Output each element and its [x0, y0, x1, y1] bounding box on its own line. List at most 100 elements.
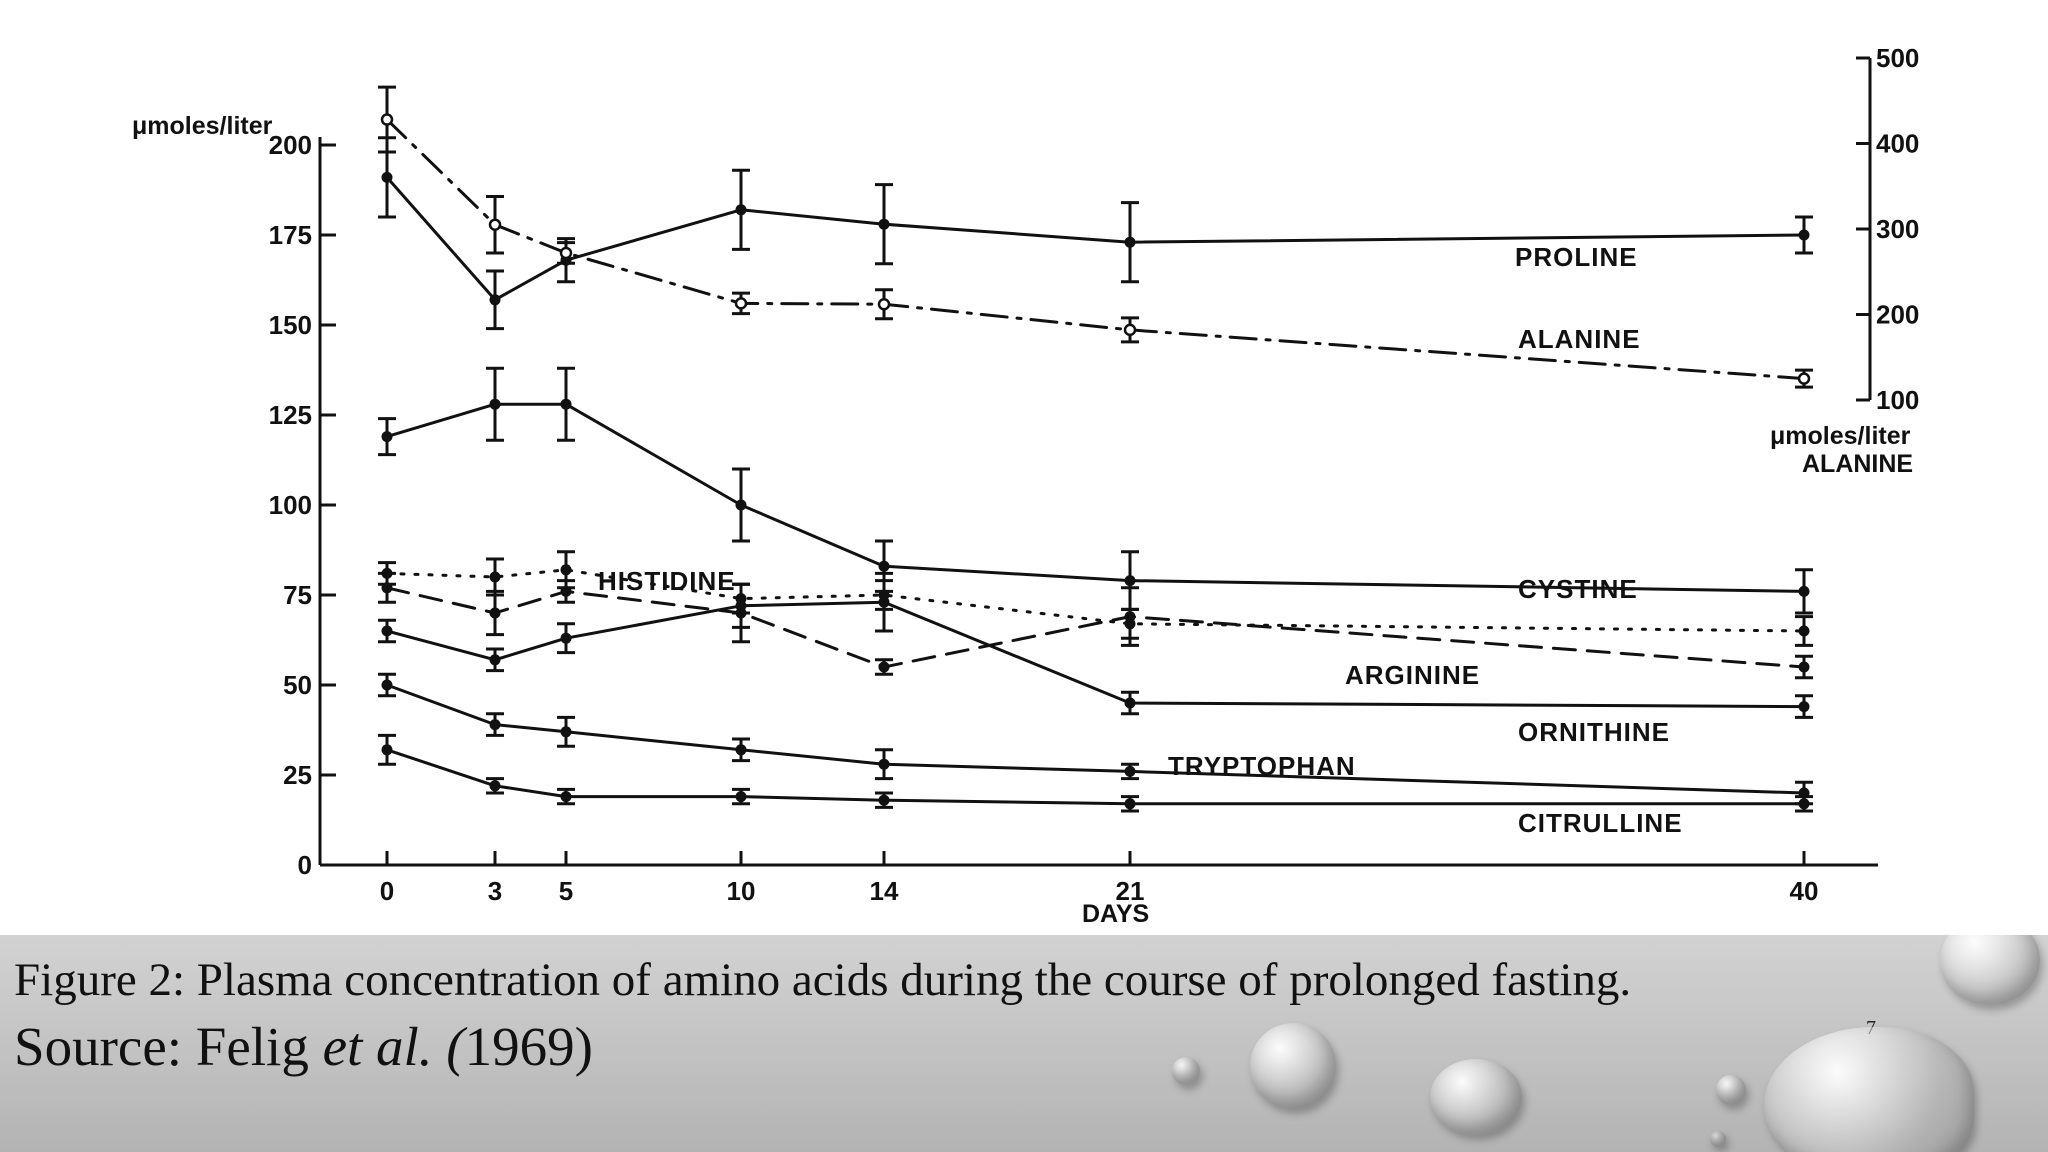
amino-acid-chart: 0 25 50 75 100 125 150 175 200 0 3 5 10 14 21 40 100 20… [0, 0, 2048, 935]
data-point-ornithine [1798, 701, 1810, 713]
data-point-tryptophan [878, 758, 890, 770]
data-point-alanine [734, 297, 748, 310]
data-point-tryptophan [735, 744, 747, 756]
chart-background [0, 0, 2048, 935]
water-drop-decoration [1430, 1059, 1522, 1135]
y-tick-label: 50 [283, 670, 312, 700]
data-point-citrulline [560, 791, 572, 803]
y-tick-label: 200 [269, 130, 312, 160]
y-tick-label: 125 [269, 400, 312, 430]
y-tick-label: 75 [283, 580, 312, 610]
data-point-arginine [489, 607, 501, 619]
data-point-tryptophan [1124, 765, 1136, 777]
y2-tick-label: 100 [1876, 385, 1919, 415]
series-label-alanine: ALANINE [1518, 324, 1641, 354]
series-label-proline: PROLINE [1515, 242, 1638, 272]
series-label-citrulline: CITRULLINE [1518, 808, 1683, 838]
data-point-ornithine [878, 596, 890, 608]
data-point-proline [735, 204, 747, 216]
x-tick-label: 40 [1790, 876, 1819, 906]
series-label-tryptophan: TRYPTOPHAN [1168, 751, 1356, 781]
source-year: 1969) [464, 1016, 593, 1077]
figure-caption: Figure 2: Plasma concentration of amino … [14, 954, 1632, 1006]
data-point-ornithine [381, 625, 393, 637]
data-point-citrulline [381, 744, 393, 756]
water-drop-decoration [1716, 1075, 1746, 1105]
y2-axis-title: μmoles/liter [1770, 422, 1911, 450]
series-layer [378, 85, 1813, 813]
data-point-arginine [381, 582, 393, 594]
source-italic: et al. ( [322, 1016, 465, 1077]
x-tick-label: 14 [870, 876, 899, 906]
data-point-tryptophan [560, 726, 572, 738]
y-tick-label: 100 [269, 490, 312, 520]
series-label-arginine: ARGININE [1345, 660, 1480, 690]
data-point-alanine [559, 246, 573, 260]
x-axis-title: DAYS [1082, 900, 1149, 928]
data-point-citrulline [1124, 798, 1136, 810]
y2-tick-label: 500 [1876, 43, 1919, 73]
data-point-alanine [877, 297, 891, 311]
x-tick-label: 21 [1116, 876, 1145, 906]
data-point-cystine [1124, 575, 1136, 587]
y2-ticks: 100 200 300 400 500 [1856, 43, 1919, 415]
data-point-citrulline [735, 791, 747, 803]
x-tick-label: 5 [559, 876, 573, 906]
data-point-cystine [560, 398, 572, 410]
caption-bar: Figure 2: Plasma concentration of amino … [0, 935, 2048, 1152]
data-point-proline [381, 171, 393, 183]
water-drop-decoration [1250, 1023, 1336, 1109]
data-point-histidine [560, 564, 572, 576]
water-drop-decoration [1172, 1057, 1200, 1085]
y2-axis-subtitle: ALANINE [1802, 450, 1913, 478]
data-point-ornithine [560, 632, 572, 644]
data-point-ornithine [735, 600, 747, 612]
data-point-citrulline [489, 780, 501, 792]
data-point-citrulline [1798, 798, 1810, 810]
data-point-ornithine [1124, 697, 1136, 709]
data-point-arginine [1798, 661, 1810, 673]
data-point-cystine [878, 560, 890, 572]
data-point-proline [878, 218, 890, 230]
data-point-cystine [1798, 585, 1810, 597]
data-point-proline [489, 294, 501, 306]
data-point-alanine [1123, 323, 1137, 337]
source-citation: Source: Felig et al. (1969) [14, 1015, 593, 1078]
x-ticks: 0 3 5 10 14 21 40 [380, 851, 1819, 906]
data-point-arginine [560, 585, 572, 597]
data-point-proline [1124, 236, 1136, 248]
data-point-arginine [1124, 611, 1136, 623]
series-label-histidine: HISTIDINE [598, 566, 736, 596]
data-point-arginine [878, 661, 890, 673]
water-drop-decoration [1764, 1027, 1974, 1152]
source-prefix: Source: Felig [14, 1016, 323, 1077]
y2-tick-label: 400 [1876, 129, 1919, 159]
y-ticks: 0 25 50 75 100 125 150 175 200 [269, 130, 336, 880]
data-point-alanine [380, 113, 394, 126]
x-tick-label: 3 [488, 876, 502, 906]
y2-tick-label: 300 [1876, 214, 1919, 244]
data-point-cystine [381, 431, 393, 443]
data-point-proline [1798, 229, 1810, 241]
data-point-alanine [1797, 372, 1811, 385]
data-point-ornithine [489, 654, 501, 666]
water-drop-decoration [1710, 1131, 1726, 1147]
data-point-histidine [1798, 625, 1810, 637]
y-tick-label: 25 [283, 760, 312, 790]
y-tick-label: 175 [269, 220, 312, 250]
y-tick-label: 150 [269, 310, 312, 340]
y2-tick-label: 200 [1876, 300, 1919, 330]
y-axis-title: μmoles/liter [132, 112, 273, 140]
water-drop-decoration [1940, 935, 2040, 1005]
series-label-ornithine: ORNITHINE [1518, 717, 1670, 747]
data-point-citrulline [878, 794, 890, 806]
x-tick-label: 0 [380, 876, 394, 906]
data-point-tryptophan [381, 679, 393, 691]
y-tick-label: 0 [298, 850, 312, 880]
data-point-tryptophan [489, 719, 501, 731]
data-point-alanine [488, 218, 502, 231]
data-point-histidine [489, 571, 501, 583]
x-tick-label: 10 [727, 876, 756, 906]
series-label-cystine: CYSTINE [1518, 574, 1638, 604]
data-point-cystine [735, 499, 747, 511]
